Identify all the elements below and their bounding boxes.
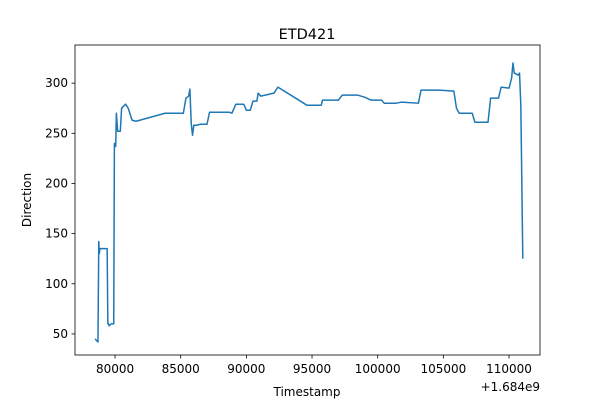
x-tick-label: 110000 xyxy=(486,362,532,376)
data-line xyxy=(94,62,524,343)
x-tick-label: 100000 xyxy=(355,362,401,376)
x-tick-label: 95000 xyxy=(293,362,331,376)
y-tick-label: 200 xyxy=(45,176,68,190)
y-tick-label: 300 xyxy=(45,76,68,90)
y-tick-label: 250 xyxy=(45,126,68,140)
x-axis-label: Timestamp xyxy=(273,385,341,399)
x-tick-label: 85000 xyxy=(162,362,200,376)
x-tick-label: 90000 xyxy=(227,362,265,376)
x-tick-label: 105000 xyxy=(420,362,466,376)
y-tick-label: 150 xyxy=(45,227,68,241)
chart-title: ETD421 xyxy=(279,27,336,43)
y-axis-label: Direction xyxy=(20,173,34,227)
x-offset-label: +1.684e9 xyxy=(481,380,540,394)
x-tick-label: 80000 xyxy=(96,362,134,376)
y-tick-label: 100 xyxy=(45,277,68,291)
axes-frame xyxy=(74,44,541,356)
y-tick-label: 50 xyxy=(53,327,68,341)
